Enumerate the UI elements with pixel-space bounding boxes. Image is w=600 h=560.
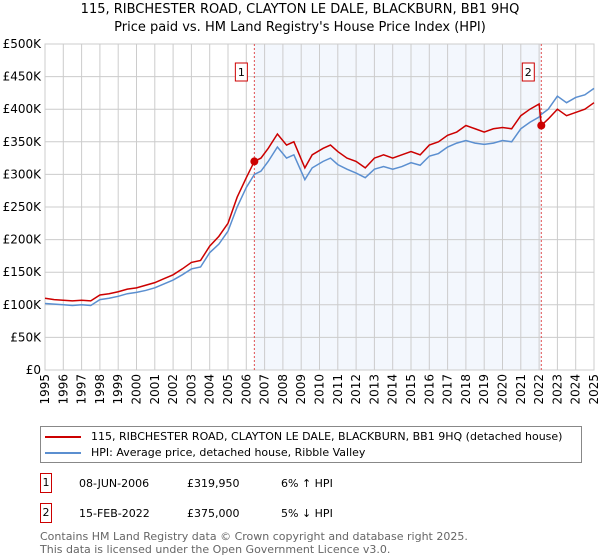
series-line-property xyxy=(44,102,595,302)
x-tick-label: 2024 xyxy=(569,374,583,405)
x-tick-label: 2003 xyxy=(184,374,198,405)
sale-date: 08-JUN-2006 xyxy=(79,476,150,490)
sale-price: £319,950 xyxy=(187,476,240,490)
sale-hpi-diff: 5% ↓ HPI xyxy=(281,506,333,520)
x-tick-label: 1995 xyxy=(38,374,52,405)
x-tick-label: 2015 xyxy=(404,374,418,405)
x-tick-label: 2008 xyxy=(276,374,290,405)
x-tick-label: 2023 xyxy=(550,374,564,405)
legend: 115, RIBCHESTER ROAD, CLAYTON LE DALE, B… xyxy=(40,426,582,463)
x-tick-label: 2012 xyxy=(349,374,363,405)
price-chart: £0 £50K £100K £150K £200K £250K £300K £350K £400… xyxy=(3,37,600,405)
legend-item-hpi: HPI: Average price, detached house, Ribb… xyxy=(45,446,365,460)
x-tick-label: 2004 xyxy=(203,374,217,405)
sale-price: £375,000 xyxy=(187,506,240,520)
x-tick-label: 2018 xyxy=(459,374,473,405)
y-tick-label: £100K xyxy=(3,298,43,312)
y-tick-label: £450K xyxy=(3,70,43,84)
x-tick-label: 1997 xyxy=(75,374,89,405)
y-tick-label: £400K xyxy=(3,102,43,116)
sale-badge: 1 xyxy=(40,473,52,493)
sale-badge: 2 xyxy=(40,503,52,523)
x-tick-label: 2017 xyxy=(441,374,455,405)
x-tick-label: 2020 xyxy=(496,374,510,405)
y-tick-label: £500K xyxy=(3,37,43,51)
x-tick-label: 2013 xyxy=(367,374,381,405)
legend-item-property: 115, RIBCHESTER ROAD, CLAYTON LE DALE, B… xyxy=(45,430,562,444)
x-tick-label: 2009 xyxy=(294,374,308,405)
x-tick-label: 2014 xyxy=(386,374,400,405)
x-tick-label: 2025 xyxy=(587,374,600,405)
x-tick-label: 1999 xyxy=(111,374,125,405)
y-tick-label: £50K xyxy=(10,330,42,344)
series-line-hpi xyxy=(44,87,595,307)
annotation-box xyxy=(234,62,248,82)
annotation-label: 2 xyxy=(525,66,532,79)
x-tick-label: 2010 xyxy=(313,374,327,405)
chart-title: 115, RIBCHESTER ROAD, CLAYTON LE DALE, B… xyxy=(80,2,520,17)
annotation-box xyxy=(521,62,535,82)
sale-row: 2 15-FEB-2022 £375,000 5% ↓ HPI xyxy=(40,503,333,523)
footer: Contains HM Land Registry data © Crown c… xyxy=(40,530,468,556)
y-tick-label: £250K xyxy=(3,200,43,214)
x-tick-label: 2016 xyxy=(422,374,436,405)
y-tick-label: £0 xyxy=(26,363,41,377)
y-tick-label: £300K xyxy=(3,167,43,181)
legend-label: 115, RIBCHESTER ROAD, CLAYTON LE DALE, B… xyxy=(91,430,563,443)
blue-line-swatch xyxy=(45,452,81,454)
sale-hpi-diff: 6% ↑ HPI xyxy=(281,476,333,490)
x-tick-label: 2006 xyxy=(239,374,253,405)
x-tick-label: 2002 xyxy=(166,374,180,405)
chart-subtitle: Price paid vs. HM Land Registry's House … xyxy=(114,20,486,35)
annotation-label: 1 xyxy=(238,66,245,79)
x-tick-label: 2022 xyxy=(532,374,546,405)
x-tick-label: 1996 xyxy=(56,374,70,405)
y-tick-label: £200K xyxy=(3,233,43,247)
sale-point xyxy=(250,157,259,166)
sale-row: 1 08-JUN-2006 £319,950 6% ↑ HPI xyxy=(40,473,333,493)
sale-date: 15-FEB-2022 xyxy=(79,506,150,520)
x-tick-label: 2019 xyxy=(477,374,491,405)
x-tick-label: 2001 xyxy=(148,374,162,405)
x-tick-label: 2021 xyxy=(514,374,528,405)
red-line-swatch xyxy=(45,436,81,438)
footer-line: This data is licensed under the Open Gov… xyxy=(40,543,391,556)
sale-point xyxy=(537,121,546,130)
footer-line: Contains HM Land Registry data © Crown c… xyxy=(40,530,468,543)
x-tick-label: 2007 xyxy=(258,374,272,405)
x-tick-label: 1998 xyxy=(93,374,107,405)
legend-label: HPI: Average price, detached house, Ribb… xyxy=(91,446,366,459)
plot-border xyxy=(44,43,595,371)
y-tick-label: £150K xyxy=(3,265,43,279)
x-tick-label: 2000 xyxy=(130,374,144,405)
y-tick-label: £350K xyxy=(3,135,43,149)
x-tick-label: 2005 xyxy=(221,374,235,405)
x-tick-label: 2011 xyxy=(331,374,345,405)
